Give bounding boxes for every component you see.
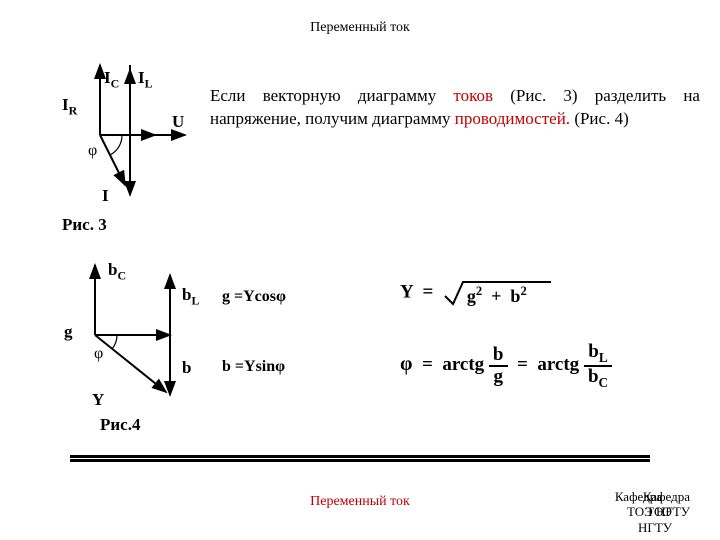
fig4-label-g: g [64,322,73,342]
fig4-caption: Рис.4 [100,415,140,435]
fig4-label-bL: bL [182,285,199,308]
footer-r1a: Кафедра [615,489,662,505]
eq-phi-num2: b [588,341,599,362]
eq-Y-g: g [467,286,476,306]
main-text-suffix: (Рис. 4) [570,109,629,128]
eq-Y-lhs: Y [400,281,413,302]
eq-phi-fn2: arctg [537,354,579,375]
figure-4-diagram [0,0,210,425]
eq-phi: φ = arctg b g = arctg bL bC [400,342,612,390]
page-root: Переменный ток Если векторную диаграмму … [0,0,720,540]
divider-hr2 [70,459,650,462]
eq-phi-den2: b [588,366,599,387]
footer-center: Переменный ток [0,494,720,510]
main-text-tokov: токов [453,86,493,105]
eq-g: g =Ycosφ [222,288,286,306]
fig4-label-phi: φ [94,345,103,363]
eq-Y-b: b [510,286,520,306]
footer-r2a: ТОЭ НГТУ [627,504,672,535]
main-text-prefix: Если векторную диаграмму [210,86,453,105]
footer-right: Кафедра Кафедра ТОЭ НГТУ ТОЭ НГТУ [627,489,690,520]
eq-Y: Y = g2 + b2 [400,278,553,308]
eq-b: b =Ysinφ [222,358,285,376]
fig4-label-Y: Y [92,390,104,410]
eq-phi-den1: g [489,367,508,387]
fig4-label-bC: bC [108,260,126,283]
fig4-label-b: b [182,358,191,378]
main-text: Если векторную диаграмму токов (Рис. 3) … [210,85,700,131]
eq-phi-fn1: arctg [442,354,484,375]
divider-hr1 [70,455,650,458]
eq-phi-lhs: φ [400,353,412,375]
eq-phi-num1: b [489,345,508,367]
main-text-prov: проводимостей. [455,109,570,128]
